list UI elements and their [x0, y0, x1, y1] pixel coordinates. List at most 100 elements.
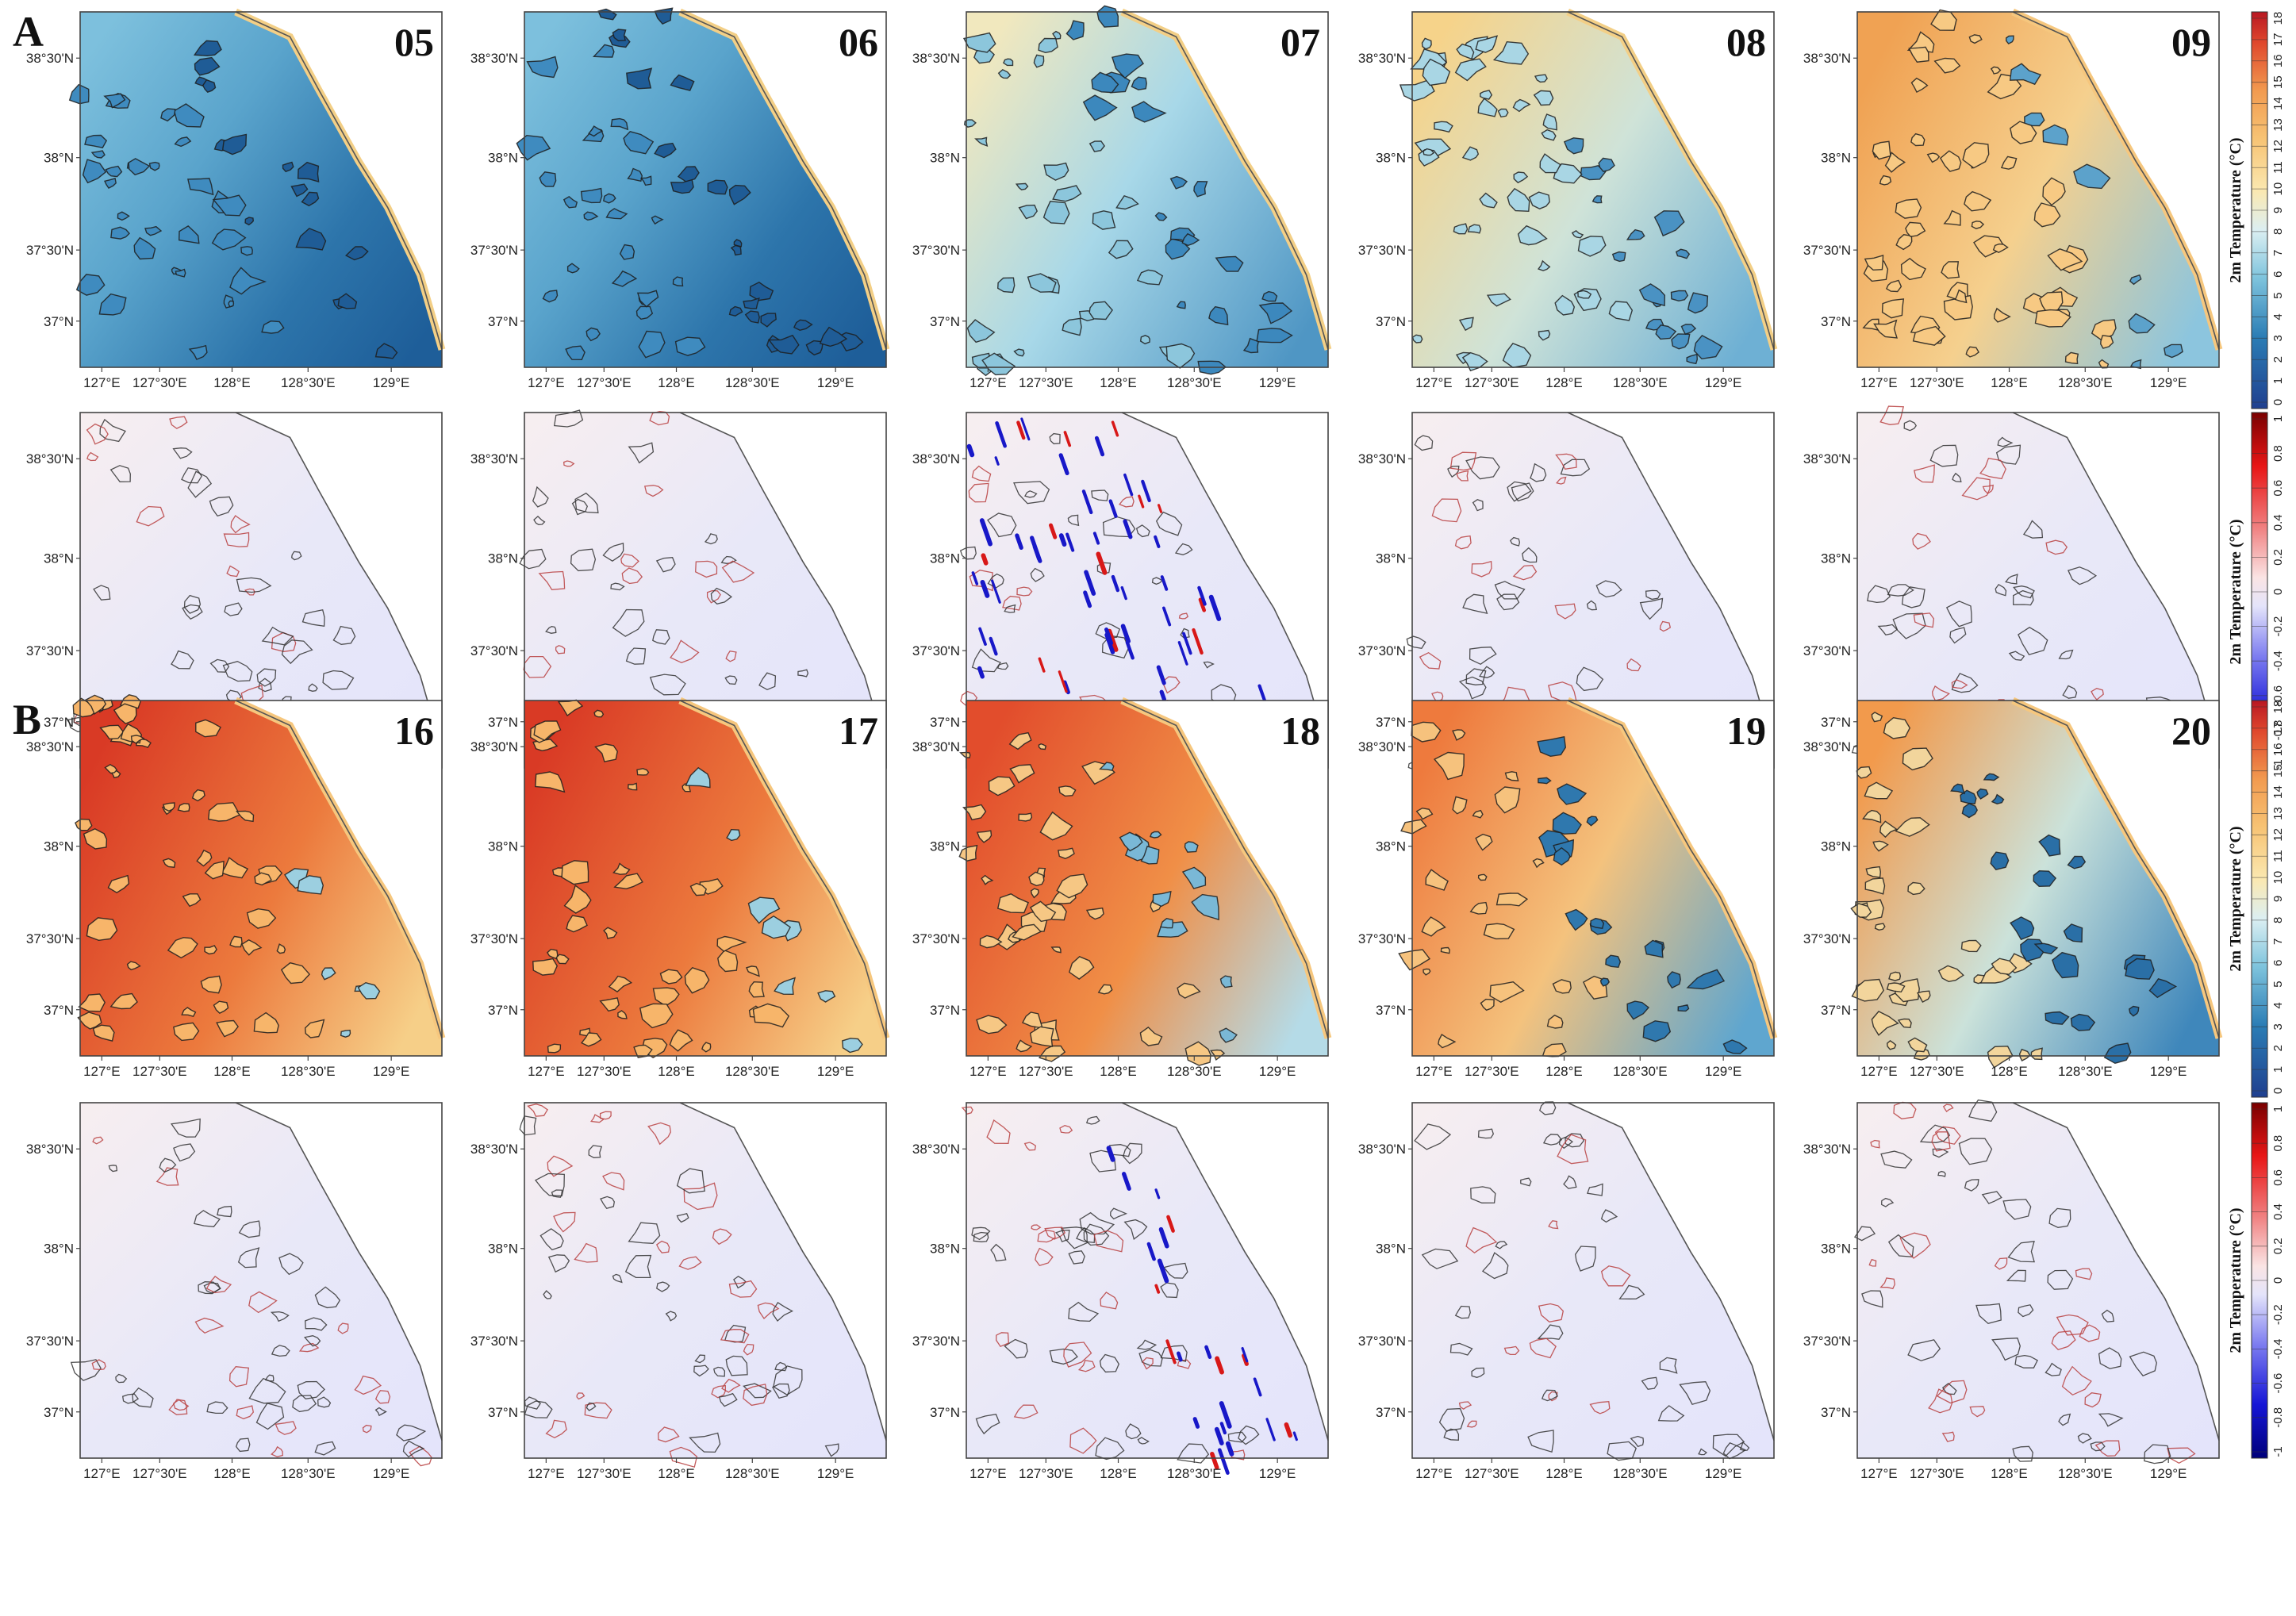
difference-streak: [1257, 684, 1267, 703]
contour: [1030, 567, 1045, 582]
contour: [230, 515, 251, 534]
contour: [163, 802, 175, 812]
lon-tick-label: 128°E: [658, 1466, 695, 1481]
contour: [973, 1231, 989, 1242]
contour: [744, 310, 760, 324]
contour: [571, 498, 589, 516]
lat-tick-label: 38°30'N: [26, 739, 74, 754]
difference-map-18: 127°E 127°30'E 128°E 128°30'E 129°E 38°30'N 38…: [912, 1102, 1329, 1481]
lon-tick-label: 129°E: [2150, 375, 2187, 390]
contour: [1949, 627, 1967, 644]
contour: [1210, 1049, 1226, 1061]
difference-streak: [1192, 628, 1204, 655]
contour: [1542, 113, 1557, 131]
contour: [258, 677, 272, 693]
contour: [986, 1119, 1011, 1144]
contour: [963, 119, 977, 128]
contour: [1495, 1241, 1508, 1249]
lon-tick-label: 128°E: [1991, 1466, 2028, 1481]
contour: [1398, 949, 1431, 971]
contour: [2084, 1392, 2102, 1408]
contour: [1423, 968, 1431, 976]
contour: [603, 927, 618, 939]
difference-streak: [1141, 479, 1151, 503]
temperature-map-08: 127°E 127°30'E 128°E 128°30'E 129°E 38°30'N 38…: [1358, 8, 1778, 390]
contour: [1931, 1131, 1951, 1152]
lon-tick-label: 127°E: [969, 375, 1007, 390]
lat-tick-label: 38°N: [1821, 839, 1851, 854]
lon-tick-label: 128°30'E: [1613, 1466, 1668, 1481]
contour: [374, 1407, 387, 1417]
colorbar-tick-label: -0.2: [2271, 1304, 2285, 1325]
contour-lines: [1399, 35, 1723, 372]
colorbar-tick-label: 5: [2271, 981, 2285, 987]
contour: [1941, 1431, 1955, 1442]
contour: [1123, 1219, 1148, 1241]
contour: [2070, 1013, 2096, 1031]
contour: [1009, 764, 1035, 784]
contour: [652, 629, 670, 645]
contour: [1469, 647, 1497, 666]
contour: [1065, 20, 1085, 40]
contour: [628, 1222, 661, 1244]
difference-streak: [1146, 1242, 1156, 1261]
contour: [1091, 489, 1109, 501]
contour: [181, 467, 202, 484]
contour: [743, 1384, 768, 1407]
difference-streak: [989, 636, 998, 656]
contour: [2064, 351, 2079, 365]
contour: [617, 1010, 628, 1019]
contour: [659, 969, 683, 985]
contour: [1862, 809, 1882, 823]
contour: [314, 1286, 341, 1309]
contour: [270, 1311, 290, 1322]
contour: [2091, 319, 2117, 341]
contour: [1258, 302, 1293, 324]
contour-lines: [1862, 9, 2183, 370]
contour: [2006, 1269, 2026, 1282]
contour: [1077, 1360, 1096, 1372]
contour: [1976, 788, 1989, 800]
contour: [84, 134, 108, 148]
difference-streak: [1166, 1215, 1175, 1233]
contour: [236, 577, 272, 593]
colorbar-tick-label: 17: [2271, 33, 2285, 47]
coastline: [2012, 1102, 2220, 1441]
contour: [70, 1359, 102, 1381]
lat-tick-label: 38°30'N: [912, 739, 960, 754]
contour: [136, 505, 165, 527]
contour: [1961, 802, 1978, 819]
lon-tick-label: 127°E: [1860, 375, 1898, 390]
section-label-group: AB: [13, 8, 44, 743]
contour: [636, 768, 650, 776]
contour: [626, 67, 653, 90]
contour: [2030, 1047, 2043, 1061]
contour: [1899, 1232, 1931, 1259]
contour: [603, 193, 616, 204]
difference-streaks: [1106, 1146, 1298, 1475]
lon-tick-label: 128°E: [1545, 1466, 1583, 1481]
hour-label: 09: [2171, 20, 2211, 64]
colorbar-tick-label: 14: [2271, 97, 2285, 110]
contour: [1160, 1345, 1188, 1362]
contour: [229, 935, 243, 948]
contour: [104, 178, 117, 190]
contour: [1990, 66, 2002, 75]
lon-tick-label: 127°30'E: [132, 375, 187, 390]
difference-streak: [1049, 523, 1058, 539]
contour: [561, 860, 589, 885]
contour: [1037, 1229, 1056, 1243]
contour: [670, 639, 700, 664]
difference-streak: [1081, 489, 1093, 515]
lon-tick-label: 129°E: [1259, 1064, 1296, 1079]
difference-streak: [1253, 1377, 1262, 1397]
contour: [1029, 900, 1057, 923]
contour: [720, 1329, 750, 1344]
hour-label: 20: [2171, 708, 2211, 753]
contour: [1994, 307, 2011, 323]
contour: [594, 743, 618, 762]
hour-label: 06: [839, 20, 878, 64]
lat-tick-label: 38°N: [44, 151, 74, 166]
contour: [658, 1426, 680, 1443]
contour: [728, 184, 751, 205]
